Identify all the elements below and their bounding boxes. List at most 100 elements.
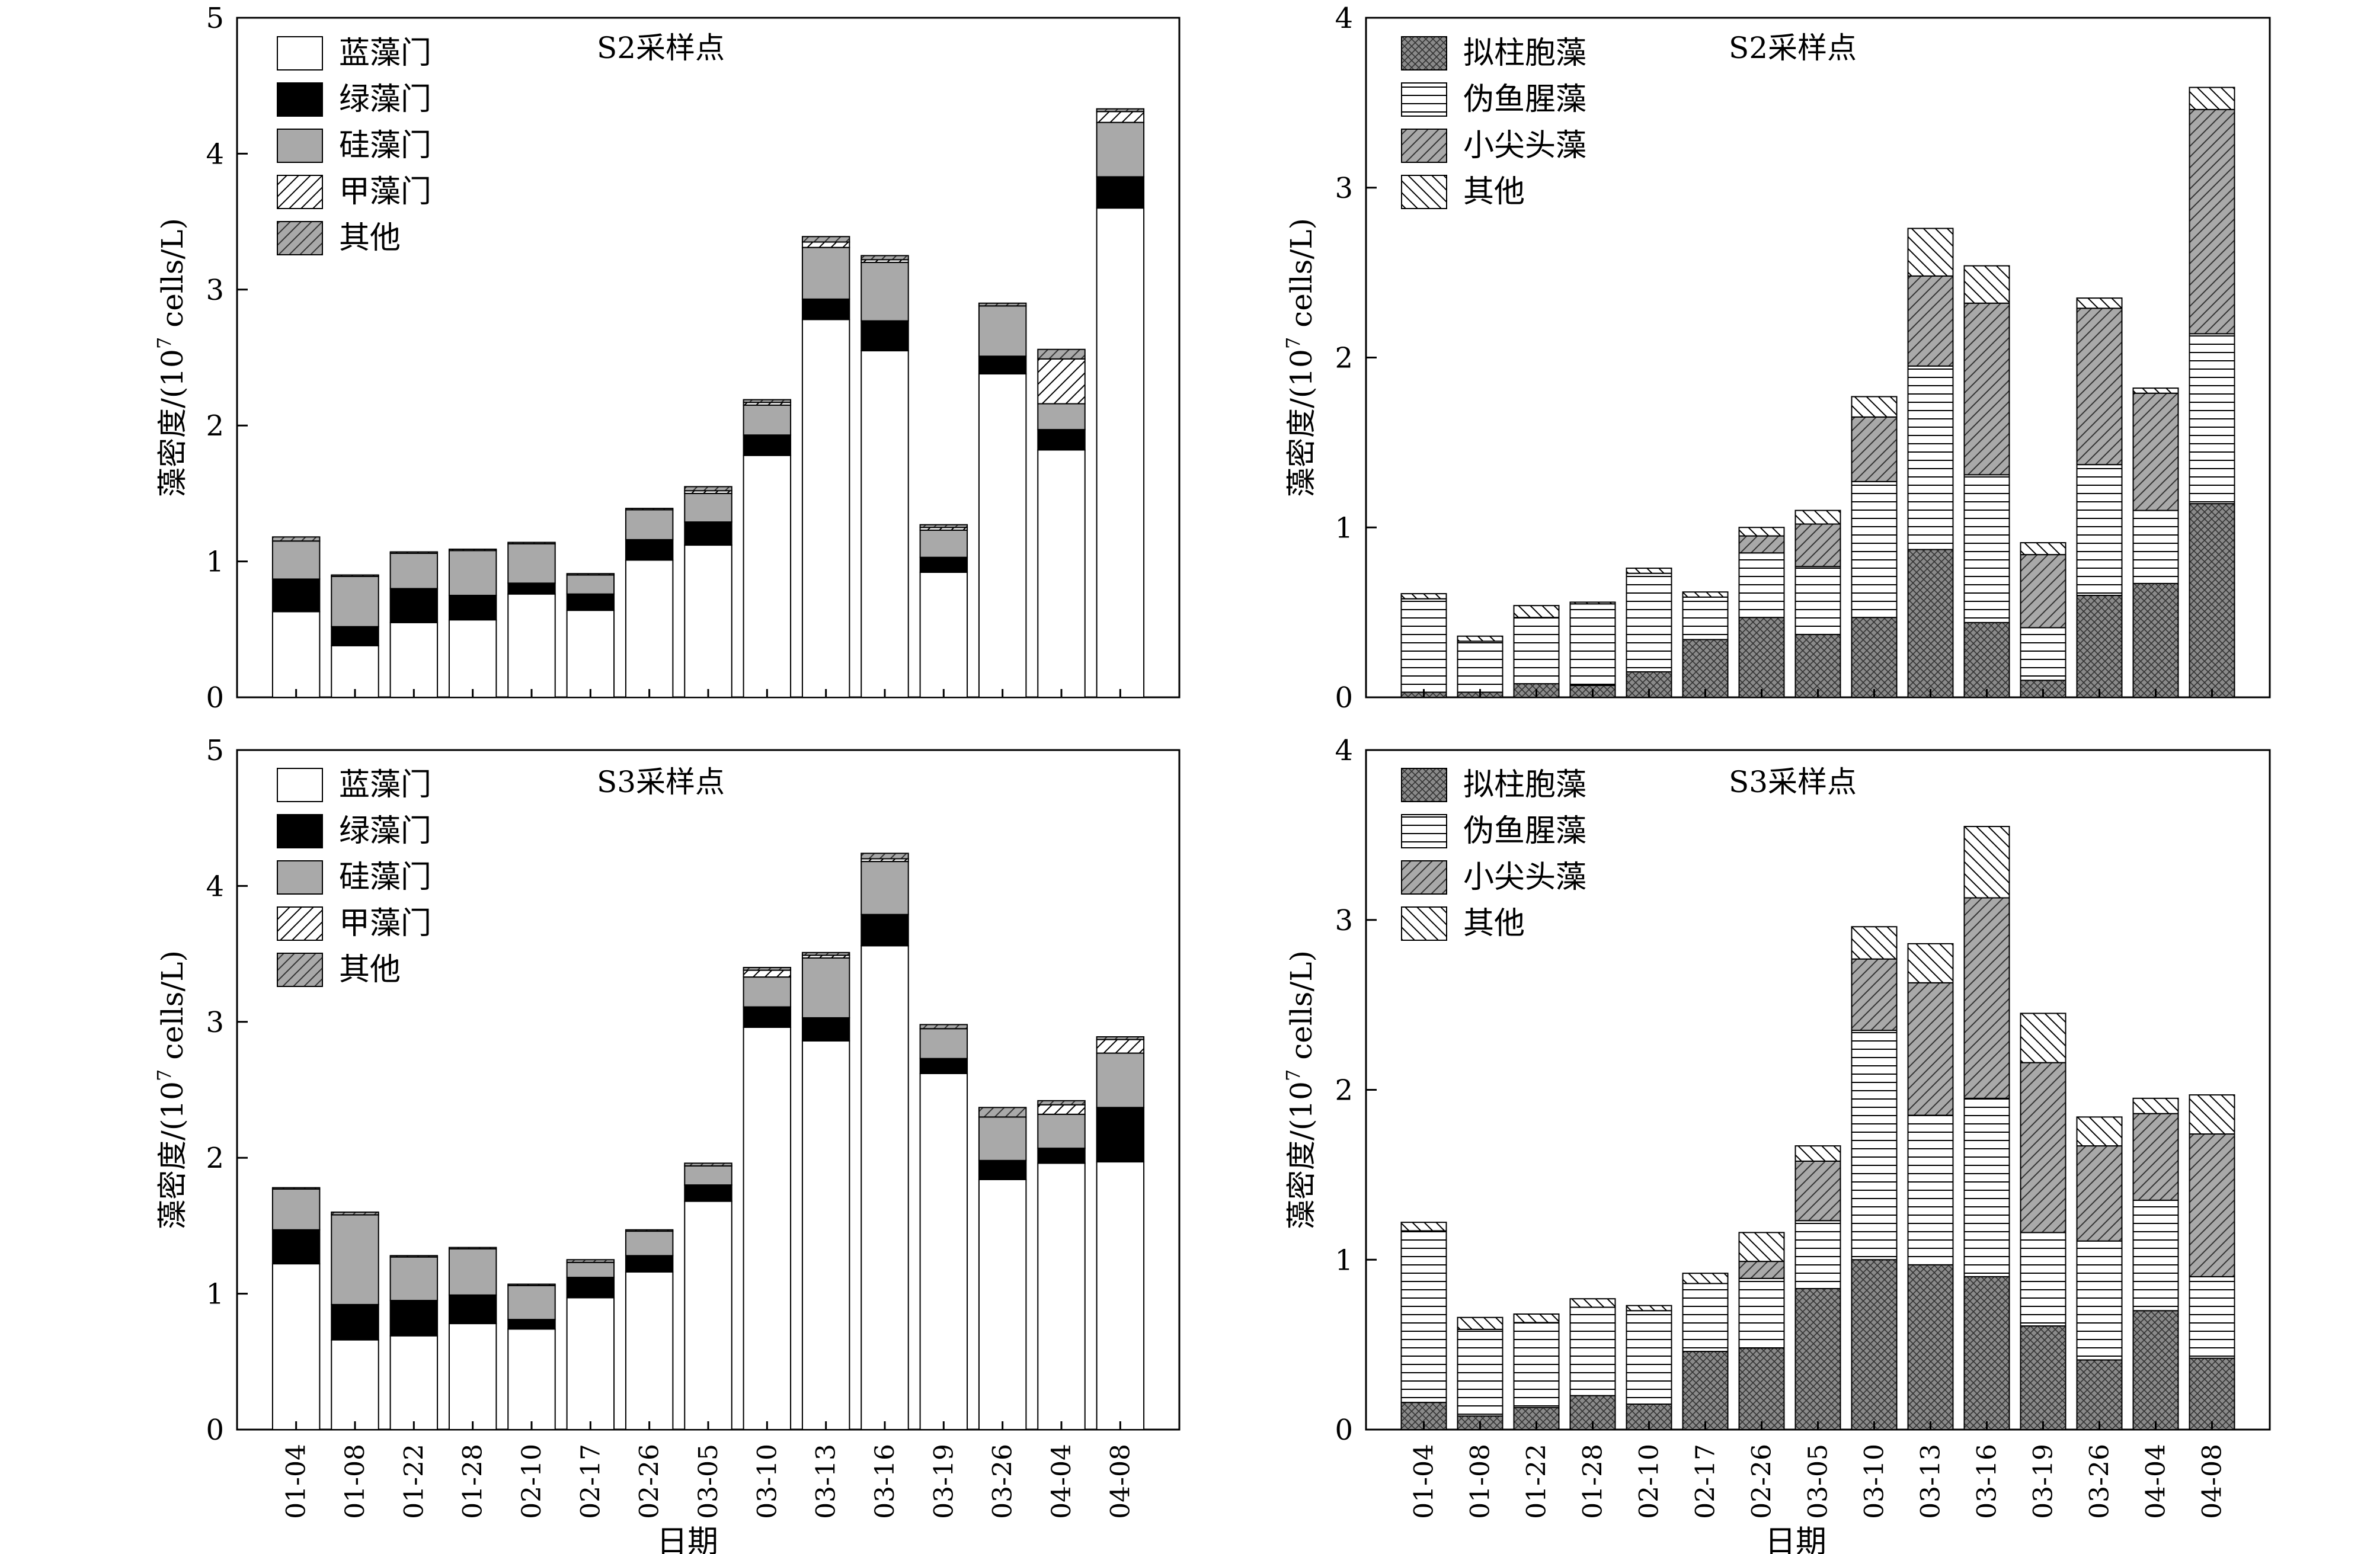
bar-segment xyxy=(1963,621,2010,698)
bar-segment xyxy=(1096,176,1145,209)
bar-segment xyxy=(1907,549,1954,699)
bar-segment xyxy=(507,543,556,584)
bar-segment xyxy=(271,1187,321,1190)
x-tick-label: 02-26 xyxy=(635,1444,665,1519)
y-tick-label: 0 xyxy=(206,1414,224,1447)
bar-segment xyxy=(743,967,792,971)
legend-swatch xyxy=(277,82,323,117)
bar-segment xyxy=(1963,474,2010,623)
bar-segment xyxy=(331,575,379,627)
bar-segment xyxy=(1738,1347,1785,1431)
y-axis-label: 藻密度/(107 cells/L) xyxy=(1282,950,1319,1229)
bar-segment xyxy=(1626,572,1672,672)
bar-segment xyxy=(1963,1097,2010,1277)
bar-segment xyxy=(1037,1162,1086,1430)
x-tick-label: 03-26 xyxy=(2085,1444,2115,1519)
bar-segment xyxy=(507,1284,556,1321)
x-tick-label: 01-28 xyxy=(1578,1444,1608,1519)
legend-item: 其他 xyxy=(277,952,401,988)
bar-segment xyxy=(331,574,379,577)
bar-segment xyxy=(1851,958,1898,1031)
bar-segment xyxy=(1907,365,1954,550)
y-axis: 0 1 2 3 4 5 藻密度/(107 cells/L) xyxy=(153,734,248,1447)
legend-swatch xyxy=(1401,814,1447,848)
bar-segment xyxy=(860,320,909,352)
legend-swatch xyxy=(1401,36,1447,71)
bar-segment xyxy=(2020,1012,2066,1063)
bar-segment xyxy=(448,1323,497,1431)
bar-segment xyxy=(625,559,674,699)
y-tick-label: 1 xyxy=(1335,1244,1353,1277)
x-tick-label: 03-13 xyxy=(1916,1444,1946,1519)
legend-item: 蓝藻门 xyxy=(277,36,431,71)
chart-title: S2采样点 xyxy=(1729,31,1857,65)
x-tick-label: 01-04 xyxy=(281,1444,312,1519)
x-tick-label: 04-04 xyxy=(2141,1444,2171,1519)
bar-segment xyxy=(625,1271,674,1430)
bar-segment xyxy=(978,1159,1027,1180)
bar-segment xyxy=(978,1178,1027,1431)
bar-segment xyxy=(1400,1230,1447,1404)
legend-label: 拟柱胞藻 xyxy=(1463,767,1586,803)
legend-label: 甲藻门 xyxy=(339,906,431,941)
legend-item: 小尖头藻 xyxy=(1401,128,1586,164)
bar-segment xyxy=(389,1300,439,1337)
chart-title: S3采样点 xyxy=(1729,765,1857,799)
x-tick-label: 03-19 xyxy=(2029,1444,2059,1519)
bar-segment xyxy=(743,399,792,403)
legend-swatch xyxy=(277,175,323,209)
y-tick-label: 5 xyxy=(206,2,224,35)
y-tick-label: 3 xyxy=(1335,904,1353,937)
x-tick-label: 03-10 xyxy=(1860,1444,1890,1519)
bars xyxy=(1400,826,2235,1431)
bar-segment xyxy=(389,1255,439,1258)
bar-segment xyxy=(271,1229,321,1265)
bar-segment xyxy=(1794,566,1841,635)
bar-segment xyxy=(919,1024,968,1030)
y-tick-label: 3 xyxy=(206,274,224,307)
legend-label: 伪鱼腥藻 xyxy=(1463,813,1586,849)
bar-segment xyxy=(1907,228,1954,277)
y-tick-label: 3 xyxy=(1335,172,1353,205)
bar-segment xyxy=(566,1277,615,1299)
bar-segment xyxy=(271,1188,321,1231)
bar-segment xyxy=(919,524,968,528)
bar-segment xyxy=(625,509,674,540)
bar-segment xyxy=(1738,1232,1785,1263)
x-axis-label: 日期 xyxy=(1765,1524,1826,1554)
y-axis-label: 藻密度/(107 cells/L) xyxy=(1282,218,1319,497)
legend-item: 拟柱胞藻 xyxy=(1401,767,1586,803)
bar-segment xyxy=(2076,307,2123,466)
x-axis: 01-04 01-08 01-22 01-28 02-10 02-17 02-26 03-05… xyxy=(281,1421,1135,1519)
bar-segment xyxy=(625,1231,674,1257)
legend-label: 其他 xyxy=(339,220,401,256)
bar-segment xyxy=(331,626,379,646)
bar-segment xyxy=(1851,396,1898,418)
bar-segment xyxy=(1794,633,1841,698)
bars xyxy=(271,108,1145,699)
bar-segment xyxy=(507,1319,556,1330)
x-axis xyxy=(295,689,1121,697)
y-tick-label: 0 xyxy=(1335,681,1353,714)
y-tick-label: 2 xyxy=(206,1142,224,1175)
bar-segment xyxy=(2132,1113,2179,1201)
bar-segment xyxy=(566,1261,615,1279)
bar-segment xyxy=(1037,358,1086,405)
y-tick-label: 0 xyxy=(1335,1414,1353,1447)
bar-segment xyxy=(978,302,1027,307)
bar-segment xyxy=(1738,1261,1785,1279)
bar-segment xyxy=(1037,1113,1086,1149)
legend-label: 其他 xyxy=(339,952,401,988)
bar-segment xyxy=(448,548,497,552)
bar-segment xyxy=(625,1255,674,1273)
bar-segment xyxy=(1037,429,1086,451)
bar-segment xyxy=(625,539,674,561)
legend-label: 小尖头藻 xyxy=(1463,860,1586,895)
bar-segment xyxy=(1682,1273,1729,1284)
legend-swatch xyxy=(1401,175,1447,209)
bar-segment xyxy=(2189,108,2235,335)
bar-segment xyxy=(2132,582,2179,698)
